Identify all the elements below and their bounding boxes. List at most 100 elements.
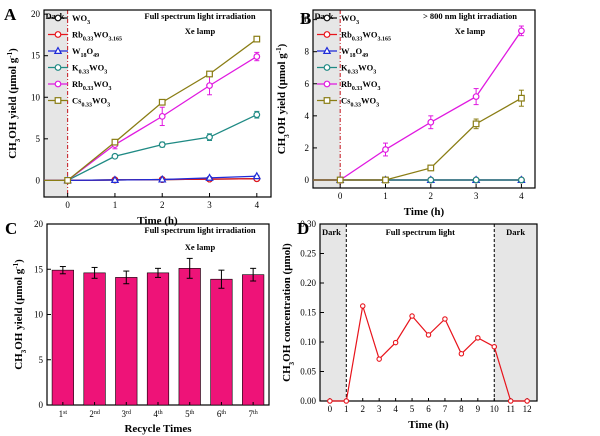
light-label: Full spectrum light xyxy=(386,227,456,237)
data-point xyxy=(158,112,166,120)
data-point xyxy=(458,351,465,357)
x-tick-label: 3 xyxy=(474,191,479,201)
x-tick-label: 4 xyxy=(393,404,398,414)
annotation-condition: > 800 nm light irradiation xyxy=(423,11,517,21)
x-tick-label: 1 xyxy=(344,404,349,414)
x-tick-label: 2 xyxy=(160,200,165,210)
panel-label: D xyxy=(297,219,309,238)
panel-c: 0 5 10 15 20 1st 2nd 3rd 4th 5th 6th 7th Full spectr… xyxy=(5,219,270,435)
panel-label: C xyxy=(5,219,17,238)
x-tick-label: 11 xyxy=(506,404,515,414)
legend-label: Rb0.33WO3.165 xyxy=(341,30,391,43)
x-axis-label: Time (h) xyxy=(408,419,449,431)
data-point xyxy=(206,133,213,141)
y-tick-label: 0.15 xyxy=(300,308,316,318)
x-tick-label: 6th xyxy=(217,409,226,419)
y-tick-label: 0.00 xyxy=(300,396,316,406)
data-point xyxy=(507,398,514,404)
data-point xyxy=(327,398,333,404)
legend-marker xyxy=(323,14,331,22)
legend-label: Rb0.33WO3.165 xyxy=(72,30,122,43)
series-line xyxy=(313,97,522,181)
dark-label-right: Dark xyxy=(506,227,525,237)
bar xyxy=(210,278,233,406)
bar xyxy=(83,272,106,406)
x-tick-label: 1st xyxy=(59,409,68,419)
data-point xyxy=(475,335,481,341)
data-point xyxy=(359,303,366,309)
data-point xyxy=(253,53,261,60)
bar xyxy=(242,274,265,406)
legend-marker xyxy=(323,80,331,88)
x-tick-label: 9 xyxy=(476,404,481,414)
legend-label: W18O49 xyxy=(341,46,368,59)
x-tick-label: 2 xyxy=(429,191,434,201)
y-tick-label: 2 xyxy=(305,143,310,153)
legend-marker xyxy=(322,46,332,55)
x-tick-label: 10 xyxy=(490,404,500,414)
data-point xyxy=(252,171,262,180)
y-tick-label: 6 xyxy=(305,79,310,89)
y-tick-label: 0.30 xyxy=(300,219,316,229)
y-tick-label: 15 xyxy=(34,264,44,274)
annotation-lamp: Xe lamp xyxy=(185,242,216,252)
x-tick-label: 0 xyxy=(65,200,70,210)
data-point xyxy=(111,138,119,146)
data-point xyxy=(253,35,261,43)
panel-a: Dark 0 1 2 3 4 0 5 10 15 20 WO3 Rb0.33WO3.165 W18O49 K… xyxy=(4,5,272,227)
data-point xyxy=(376,356,382,362)
y-tick-label: 0.10 xyxy=(300,337,316,347)
legend-marker xyxy=(54,80,62,88)
legend-marker xyxy=(323,97,331,104)
y-tick-label: 0 xyxy=(39,400,44,410)
y-tick-label: 0 xyxy=(36,175,41,185)
legend-marker xyxy=(54,64,62,71)
data-point xyxy=(427,164,435,172)
annotation-condition: Full spectrum light irradiation xyxy=(144,225,255,235)
y-tick-label: 5 xyxy=(39,355,44,365)
data-point xyxy=(336,176,344,184)
y-axis-label: CH3OH yield (μmol g-1) xyxy=(6,48,22,159)
legend-label: Rb0.33WO3 xyxy=(72,79,112,92)
legend-marker xyxy=(323,64,331,71)
dark-label: Dark xyxy=(315,11,334,21)
x-tick-label: 4 xyxy=(519,191,524,201)
series-line xyxy=(44,55,258,182)
data-point xyxy=(442,316,448,322)
series-Cs0.33WO3 xyxy=(313,89,525,184)
plot-frame xyxy=(312,9,536,189)
dark-region-right xyxy=(494,224,537,401)
legend-marker xyxy=(323,31,331,38)
annotation-lamp: Xe lamp xyxy=(185,26,216,36)
data-point xyxy=(491,343,498,350)
x-tick-label: 7th xyxy=(249,409,258,419)
legend-marker xyxy=(54,97,62,104)
x-tick-label: 6 xyxy=(426,404,431,414)
data-point xyxy=(524,398,530,404)
data-point xyxy=(472,176,480,184)
annotation-condition: Full spectrum light irradiation xyxy=(144,11,255,21)
x-tick-label: 3 xyxy=(207,200,212,210)
x-tick-label: 8 xyxy=(459,404,464,414)
y-tick-label: 15 xyxy=(31,51,41,61)
y-tick-label: 0.20 xyxy=(300,278,316,288)
data-point xyxy=(253,111,261,119)
data-point xyxy=(382,176,389,184)
legend: WO3 Rb0.33WO3.165 W18O49 K0.33WO3 Rb0.33WO3 C… xyxy=(317,13,391,109)
x-tick-label: 0 xyxy=(328,404,333,414)
y-tick-label: 4 xyxy=(305,111,310,121)
x-tick-label: 12 xyxy=(523,404,532,414)
series-Cs0.33WO3 xyxy=(44,35,261,184)
panel-label: B xyxy=(300,9,311,28)
panel-label: A xyxy=(4,5,17,24)
data-point xyxy=(158,98,166,106)
x-tick-label: 5 xyxy=(410,404,415,414)
x-tick-label: 1 xyxy=(383,191,388,201)
y-tick-label: 10 xyxy=(34,310,44,320)
data-point xyxy=(158,141,166,149)
y-axis-label: CH3OH yield (μmol g-1) xyxy=(275,43,291,154)
y-tick-label: 5 xyxy=(36,134,41,144)
data-point xyxy=(472,93,480,100)
legend-marker xyxy=(53,46,63,55)
